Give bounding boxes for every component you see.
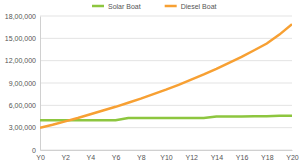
x-tick: Y16	[236, 150, 249, 161]
y-axis: 0 3,00,000 6,00,000 9,00,000 12,00,000 15,00,…	[5, 13, 41, 154]
x-tick-label: Y8	[137, 154, 146, 161]
grid-line	[40, 83, 292, 84]
series-line	[40, 24, 292, 127]
x-tick-label: Y16	[236, 154, 249, 161]
x-tick-label: Y0	[36, 154, 45, 161]
x-tick-label: Y20	[286, 154, 299, 161]
legend-swatch	[92, 5, 104, 8]
legend-item: Diesel Boat	[165, 3, 217, 10]
x-tick: Y14	[211, 150, 224, 161]
x-tick: Y6	[112, 150, 121, 161]
x-tick: Y12	[185, 150, 198, 161]
y-tick-label: 15,00,000	[5, 35, 36, 42]
x-tick: Y20	[286, 150, 299, 161]
legend-label: Diesel Boat	[181, 3, 217, 10]
y-axis-line	[40, 17, 41, 151]
x-tick: Y2	[61, 150, 70, 161]
x-tick-label: Y14	[211, 154, 224, 161]
lines	[40, 24, 292, 127]
y-tick: 18,00,000	[5, 13, 40, 20]
x-tick-label: Y4	[87, 154, 96, 161]
x-tick-label: Y2	[61, 154, 70, 161]
legend: Solar Boat Diesel Boat	[92, 3, 217, 10]
x-tick-label: Y10	[160, 154, 173, 161]
grid-line	[40, 127, 292, 128]
grid-line	[40, 60, 292, 61]
y-tick: 12,00,000	[5, 57, 40, 64]
y-tick-label: 12,00,000	[5, 57, 36, 64]
grid-line	[40, 150, 292, 151]
x-axis: Y0 Y2 Y4 Y6 Y8 Y10 Y12 Y14 Y16 Y18 Y20	[36, 150, 299, 161]
grid	[40, 16, 292, 150]
plot: 0 3,00,000 6,00,000 9,00,000 12,00,000 15,00,…	[5, 13, 299, 161]
y-tick: 6,00,000	[9, 102, 40, 109]
y-tick: 9,00,000	[9, 80, 40, 87]
x-tick-label: Y6	[112, 154, 121, 161]
x-tick: Y18	[261, 150, 274, 161]
x-tick: Y0	[36, 150, 45, 161]
legend-item: Solar Boat	[92, 3, 141, 10]
x-tick: Y10	[160, 150, 173, 161]
y-tick-label: 9,00,000	[9, 80, 36, 87]
grid-line	[40, 16, 292, 17]
x-tick: Y4	[87, 150, 96, 161]
grid-line	[40, 105, 292, 106]
y-tick-label: 6,00,000	[9, 102, 36, 109]
grid-line	[40, 38, 292, 39]
x-tick-label: Y12	[185, 154, 198, 161]
y-tick-label: 3,00,000	[9, 124, 36, 131]
chart: 0 3,00,000 6,00,000 9,00,000 12,00,000 15,00,…	[0, 0, 300, 168]
x-axis-line	[41, 150, 293, 151]
y-tick-label: 18,00,000	[5, 13, 36, 20]
x-tick: Y8	[137, 150, 146, 161]
y-tick: 15,00,000	[5, 35, 40, 42]
legend-swatch	[165, 5, 177, 8]
x-tick-label: Y18	[261, 154, 274, 161]
y-tick: 0	[32, 147, 40, 154]
legend-label: Solar Boat	[108, 3, 141, 10]
y-tick-label: 0	[32, 147, 36, 154]
y-tick: 3,00,000	[9, 124, 40, 131]
